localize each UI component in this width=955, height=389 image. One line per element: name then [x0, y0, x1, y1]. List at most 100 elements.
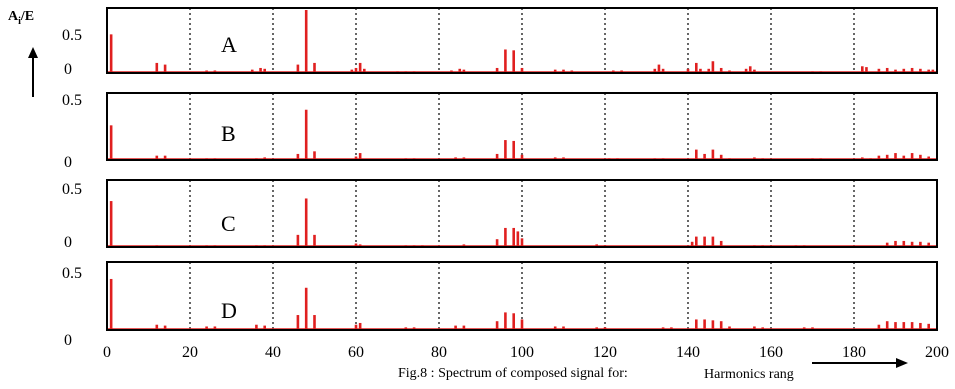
spectrum-bar	[748, 66, 752, 73]
spectrum-bar	[296, 315, 300, 330]
spectrum-bar	[462, 325, 466, 330]
spectrum-bar	[553, 326, 557, 330]
panel-label: B	[221, 121, 236, 146]
spectrum-bar	[711, 149, 715, 160]
y-axis-label-main: A	[8, 9, 19, 24]
figure-caption: Fig.8 : Spectrum of composed signal for:	[398, 366, 628, 381]
spectrum-bar	[919, 322, 922, 330]
spectrum-bar	[910, 153, 914, 160]
panel-frame	[106, 92, 938, 161]
x-tick-label: 100	[510, 344, 534, 361]
spectrum-bar	[753, 326, 756, 330]
spectrum-bar	[910, 67, 914, 73]
spectrum-bar	[205, 326, 208, 330]
spectrum-bar	[902, 155, 906, 160]
spectrum-bar	[155, 324, 159, 330]
spectrum-bar	[877, 155, 881, 160]
y-axis-arrowhead	[28, 47, 38, 58]
spectrum-bar	[313, 234, 316, 247]
spectrum-bar	[885, 321, 889, 330]
spectrum-bar	[358, 322, 362, 330]
spectrum-bar	[109, 201, 113, 247]
spectrum-bar	[719, 154, 723, 160]
y-tick-label: 0.5	[62, 27, 82, 44]
x-axis-label: Harmonics rang	[704, 367, 794, 382]
panel-label: A	[221, 32, 237, 57]
y-axis-label-sub: i	[18, 16, 21, 27]
spectrum-bar	[512, 313, 515, 330]
spectrum-bar	[861, 66, 864, 73]
spectrum-bar	[313, 315, 316, 330]
spectrum-bar	[902, 68, 906, 73]
spectrum-bar	[653, 68, 657, 73]
panel-label: D	[221, 298, 237, 323]
spectrum-bar	[695, 236, 698, 247]
spectrum-bar	[711, 320, 715, 330]
spectrum-bar	[902, 240, 906, 247]
panels-group: 0.5 0 A 0.5 0 B 0.5 0 C 0.5 0 D	[62, 7, 938, 349]
x-axis-arrowhead	[896, 358, 908, 368]
panel-b: 0.5 0 B	[62, 92, 938, 171]
y-tick-label: 0	[64, 61, 72, 78]
spectrum-bar	[703, 153, 706, 160]
spectrum-bar	[458, 68, 462, 73]
spectrum-bar	[358, 62, 362, 73]
x-tick-label: 80	[431, 344, 447, 361]
spectrum-bar	[358, 153, 362, 160]
panel-c: 0.5 0 C	[62, 179, 938, 251]
spectrum-bar	[902, 322, 906, 330]
spectrum-bar	[910, 241, 914, 247]
spectrum-bar	[313, 62, 316, 73]
spectrum-bar	[728, 326, 731, 330]
spectrum-bar	[919, 241, 922, 247]
y-tick-label: 0	[64, 234, 72, 251]
spectrum-bar	[163, 155, 167, 160]
x-tick-label: 160	[759, 344, 783, 361]
spectrum-bar	[313, 151, 316, 160]
x-tick-label: 40	[265, 344, 281, 361]
spectrum-bar	[163, 325, 167, 330]
spectrum-bar	[495, 239, 499, 247]
spectrum-bar	[263, 68, 266, 73]
spectrum-bar	[255, 324, 258, 330]
spectrum-bar	[520, 319, 524, 330]
x-tick-label: 140	[676, 344, 700, 361]
spectrum-bar	[865, 67, 868, 73]
spectrum-bar	[695, 62, 698, 73]
spectrum-bar	[910, 322, 914, 330]
spectrum-bar	[213, 326, 217, 330]
spectrum-bar	[520, 154, 524, 160]
spectrum-bar	[512, 50, 515, 73]
spectrum-bar	[304, 287, 308, 330]
spectrum-bar	[504, 49, 507, 73]
spectrum-bar	[885, 67, 889, 73]
spectrum-bar	[512, 140, 515, 160]
spectrum-bar	[516, 231, 520, 247]
x-tick-labels: 0 20 40 60 80 100 120 140 160 180 200	[103, 344, 949, 361]
spectrum-bar	[894, 240, 897, 247]
y-axis-label-tail: /E	[20, 9, 34, 24]
spectrum-bar	[719, 67, 723, 73]
spectrum-bar	[296, 64, 300, 73]
spectrum-bar	[695, 149, 698, 160]
spectrum-bar	[711, 236, 715, 247]
spectrum-bar	[495, 153, 499, 160]
spectrum-bar	[504, 227, 507, 247]
spectrum-bar	[304, 198, 308, 247]
x-tick-label: 180	[842, 344, 866, 361]
spectrum-bar	[919, 154, 922, 160]
spectrum-bar	[296, 153, 300, 160]
spectrum-bar	[304, 109, 308, 160]
y-axis-label: Ai/E	[8, 9, 34, 27]
spectrum-bar	[927, 242, 930, 247]
spectrum-bar	[695, 319, 698, 330]
spectrum-bar	[155, 155, 159, 160]
spectrum-bar	[109, 278, 113, 330]
spectrum-bar	[520, 238, 524, 247]
spectrum-bar	[363, 68, 366, 73]
spectrum-bar	[711, 61, 715, 73]
spectrum-bar	[657, 64, 661, 73]
spectrum-bar	[562, 326, 565, 330]
spectrum-bar	[354, 324, 358, 330]
spectrum-bar	[885, 242, 889, 247]
